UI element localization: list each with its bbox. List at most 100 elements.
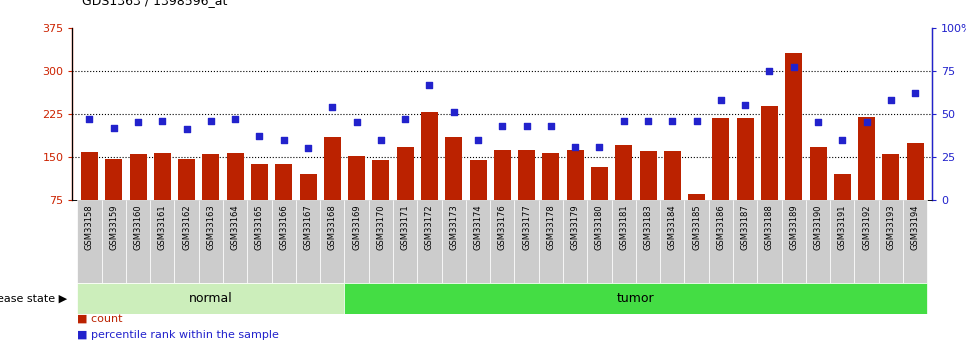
- Bar: [664, 151, 681, 200]
- FancyBboxPatch shape: [466, 200, 490, 283]
- Text: GSM33183: GSM33183: [643, 204, 653, 250]
- Text: GSM33162: GSM33162: [183, 204, 191, 250]
- Text: GSM33172: GSM33172: [425, 204, 434, 250]
- Point: [179, 127, 194, 132]
- FancyBboxPatch shape: [175, 200, 199, 283]
- Bar: [518, 149, 535, 200]
- Point: [689, 118, 704, 124]
- Point: [616, 118, 632, 124]
- Text: GSM33189: GSM33189: [789, 204, 798, 250]
- Point: [276, 137, 292, 142]
- Bar: [688, 194, 705, 200]
- Bar: [858, 117, 875, 200]
- FancyBboxPatch shape: [271, 200, 296, 283]
- Point: [349, 120, 364, 125]
- Point: [422, 82, 438, 87]
- FancyBboxPatch shape: [539, 200, 563, 283]
- FancyBboxPatch shape: [345, 200, 369, 283]
- FancyBboxPatch shape: [126, 200, 150, 283]
- Text: GSM33166: GSM33166: [279, 204, 288, 250]
- Point: [397, 116, 412, 122]
- Bar: [227, 153, 243, 200]
- Text: GSM33190: GSM33190: [813, 204, 822, 250]
- Bar: [421, 112, 438, 200]
- Point: [810, 120, 826, 125]
- Text: GSM33173: GSM33173: [449, 204, 458, 250]
- Point: [203, 118, 218, 124]
- Text: GSM33164: GSM33164: [231, 204, 240, 250]
- Point: [130, 120, 146, 125]
- FancyBboxPatch shape: [490, 200, 515, 283]
- FancyBboxPatch shape: [296, 200, 320, 283]
- FancyBboxPatch shape: [660, 200, 685, 283]
- Bar: [81, 152, 98, 200]
- FancyBboxPatch shape: [587, 200, 611, 283]
- FancyBboxPatch shape: [247, 200, 271, 283]
- Bar: [834, 174, 851, 200]
- Bar: [469, 160, 487, 200]
- Bar: [542, 153, 559, 200]
- Point: [300, 146, 316, 151]
- Bar: [712, 118, 729, 200]
- Bar: [882, 154, 899, 200]
- Text: GSM33158: GSM33158: [85, 204, 94, 250]
- FancyBboxPatch shape: [903, 200, 927, 283]
- Bar: [348, 156, 365, 200]
- FancyBboxPatch shape: [733, 200, 757, 283]
- Text: GSM33179: GSM33179: [571, 204, 580, 250]
- Bar: [761, 106, 778, 200]
- Text: GSM33192: GSM33192: [862, 204, 871, 250]
- Text: normal: normal: [189, 292, 233, 305]
- Text: GSM33181: GSM33181: [619, 204, 628, 250]
- Bar: [445, 137, 463, 200]
- FancyBboxPatch shape: [563, 200, 587, 283]
- FancyBboxPatch shape: [781, 200, 806, 283]
- FancyBboxPatch shape: [320, 200, 345, 283]
- Bar: [567, 149, 583, 200]
- Point: [883, 97, 898, 103]
- Text: GSM33171: GSM33171: [401, 204, 410, 250]
- Text: GSM33185: GSM33185: [692, 204, 701, 250]
- Bar: [615, 146, 633, 200]
- Point: [737, 102, 753, 108]
- Text: GSM33161: GSM33161: [157, 204, 167, 250]
- Text: GSM33177: GSM33177: [522, 204, 531, 250]
- FancyBboxPatch shape: [685, 200, 709, 283]
- FancyBboxPatch shape: [830, 200, 855, 283]
- FancyBboxPatch shape: [101, 200, 126, 283]
- Text: GSM33168: GSM33168: [327, 204, 337, 250]
- Bar: [251, 164, 268, 200]
- Point: [640, 118, 656, 124]
- Point: [82, 116, 98, 122]
- Bar: [275, 164, 293, 200]
- Text: GSM33180: GSM33180: [595, 204, 604, 250]
- Text: GSM33160: GSM33160: [133, 204, 143, 250]
- Point: [543, 123, 558, 129]
- FancyBboxPatch shape: [441, 200, 466, 283]
- FancyBboxPatch shape: [417, 200, 441, 283]
- Bar: [203, 154, 219, 200]
- Bar: [591, 167, 608, 200]
- FancyBboxPatch shape: [806, 200, 830, 283]
- Bar: [324, 137, 341, 200]
- Text: GSM33159: GSM33159: [109, 204, 118, 250]
- Point: [325, 104, 340, 110]
- Bar: [154, 153, 171, 200]
- Text: GSM33165: GSM33165: [255, 204, 264, 250]
- Bar: [397, 147, 413, 200]
- Point: [227, 116, 242, 122]
- Text: GSM33193: GSM33193: [887, 204, 895, 250]
- Text: GSM33178: GSM33178: [547, 204, 555, 250]
- Bar: [178, 159, 195, 200]
- Text: GSM33187: GSM33187: [741, 204, 750, 250]
- Bar: [639, 151, 657, 200]
- Text: GSM33191: GSM33191: [838, 204, 847, 250]
- Point: [106, 125, 122, 130]
- Text: GSM33170: GSM33170: [377, 204, 385, 250]
- FancyBboxPatch shape: [611, 200, 636, 283]
- Point: [786, 65, 802, 70]
- FancyBboxPatch shape: [77, 200, 101, 283]
- Text: GSM33194: GSM33194: [911, 204, 920, 250]
- Bar: [737, 118, 753, 200]
- FancyBboxPatch shape: [150, 200, 175, 283]
